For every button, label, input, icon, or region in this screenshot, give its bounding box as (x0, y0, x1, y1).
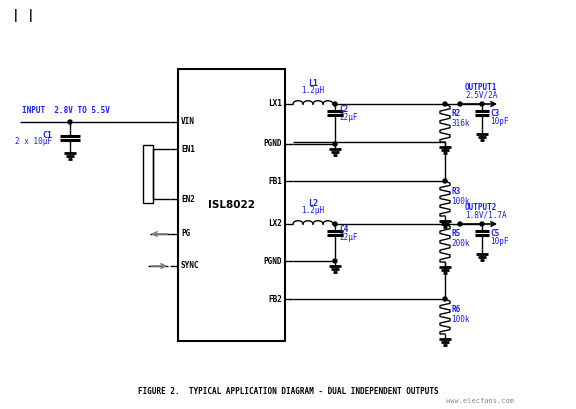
Text: EN1: EN1 (181, 144, 195, 153)
Text: INPUT  2.8V TO 5.5V: INPUT 2.8V TO 5.5V (22, 106, 110, 115)
Text: 22μF: 22μF (339, 232, 358, 241)
Text: R3: R3 (451, 187, 460, 196)
Text: R2: R2 (451, 110, 460, 119)
Circle shape (333, 259, 337, 263)
Text: 1.2μH: 1.2μH (301, 86, 324, 95)
Text: FB2: FB2 (268, 294, 282, 303)
Circle shape (458, 222, 462, 226)
Text: 2 x 10μF: 2 x 10μF (15, 137, 52, 146)
Text: LX2: LX2 (268, 220, 282, 229)
Text: 200k: 200k (451, 240, 469, 249)
Text: L1: L1 (308, 79, 318, 88)
Text: OUTPUT1: OUTPUT1 (465, 83, 497, 92)
Circle shape (443, 297, 447, 301)
Text: FB1: FB1 (268, 177, 282, 186)
Text: 22μF: 22μF (339, 112, 358, 121)
Text: 1.2μH: 1.2μH (301, 206, 324, 215)
Circle shape (480, 102, 484, 106)
Text: SYNC: SYNC (181, 261, 199, 270)
Text: PG: PG (181, 229, 190, 238)
Text: C3: C3 (490, 108, 499, 117)
Circle shape (68, 120, 72, 124)
Text: 2.5V/2A: 2.5V/2A (465, 90, 497, 99)
Text: ISL8022: ISL8022 (208, 200, 255, 210)
Text: C1: C1 (42, 130, 52, 139)
Bar (178, 69, 285, 341)
Text: PGND: PGND (263, 256, 282, 265)
Text: OUTPUT2: OUTPUT2 (465, 203, 497, 212)
Circle shape (443, 102, 447, 106)
Text: 100k: 100k (451, 196, 469, 205)
Text: PGND: PGND (263, 139, 282, 148)
Text: www.elecfans.com: www.elecfans.com (446, 398, 514, 404)
Circle shape (443, 179, 447, 183)
Text: VIN: VIN (181, 117, 195, 126)
Text: R6: R6 (451, 304, 460, 314)
Bar (143, 145, 153, 203)
Circle shape (458, 102, 462, 106)
Circle shape (333, 222, 337, 226)
Text: 10pF: 10pF (490, 117, 509, 126)
Text: EN2: EN2 (181, 195, 195, 204)
Text: C4: C4 (339, 225, 348, 234)
Text: R5: R5 (451, 229, 460, 238)
Text: | |: | | (12, 9, 35, 22)
Text: 10pF: 10pF (490, 236, 509, 245)
Circle shape (480, 222, 484, 226)
Text: C5: C5 (490, 229, 499, 238)
Circle shape (333, 102, 337, 106)
Text: 1.8V/1.7A: 1.8V/1.7A (465, 210, 507, 219)
Text: LX1: LX1 (268, 99, 282, 108)
Circle shape (443, 222, 447, 226)
Text: L2: L2 (308, 199, 318, 208)
Text: 316k: 316k (451, 119, 469, 128)
Text: C2: C2 (339, 106, 348, 115)
Text: 100k: 100k (451, 315, 469, 324)
Circle shape (333, 142, 337, 146)
Text: FIGURE 2.  TYPICAL APPLICATION DIAGRAM - DUAL INDEPENDENT OUTPUTS: FIGURE 2. TYPICAL APPLICATION DIAGRAM - … (138, 387, 438, 396)
